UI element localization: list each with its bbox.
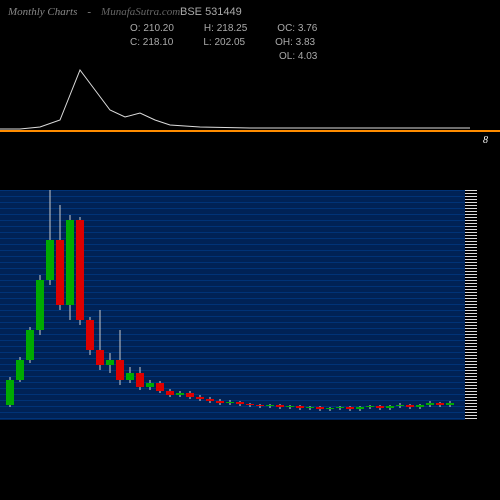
stat-low: L: 202.05 (203, 36, 245, 50)
candle (366, 190, 374, 420)
candle (26, 190, 34, 420)
candle (346, 190, 354, 420)
candle (326, 190, 334, 420)
candle (166, 190, 174, 420)
candlestick-chart (0, 190, 465, 420)
ticker-label: BSE 531449 (180, 6, 242, 18)
stat-oc: OC: 3.76 (277, 22, 317, 36)
candle (56, 190, 64, 420)
candle (316, 190, 324, 420)
stat-open: O: 210.20 (130, 22, 174, 36)
candle (446, 190, 454, 420)
candle (96, 190, 104, 420)
axis-line (0, 130, 500, 132)
candle (186, 190, 194, 420)
volume-line-chart (0, 55, 470, 130)
candle (136, 190, 144, 420)
candle (286, 190, 294, 420)
candle (46, 190, 54, 420)
axis-tick-label: 8 (483, 135, 488, 146)
candle (146, 190, 154, 420)
stat-high: H: 218.25 (204, 22, 247, 36)
candle (236, 190, 244, 420)
candle (116, 190, 124, 420)
candle (246, 190, 254, 420)
candle (296, 190, 304, 420)
candle (156, 190, 164, 420)
candle (196, 190, 204, 420)
candle (6, 190, 14, 420)
stat-close: C: 218.10 (130, 36, 173, 50)
candle (226, 190, 234, 420)
candle (376, 190, 384, 420)
price-axis (465, 190, 477, 420)
candle (36, 190, 44, 420)
candle (396, 190, 404, 420)
source-label: MunafaSutra.com (101, 6, 180, 18)
candle (406, 190, 414, 420)
candle (256, 190, 264, 420)
candle (266, 190, 274, 420)
candle (306, 190, 314, 420)
candle (66, 190, 74, 420)
header: Monthly Charts - MunafaSutra.com (0, 0, 500, 20)
candle (436, 190, 444, 420)
candle (386, 190, 394, 420)
candle (106, 190, 114, 420)
candle (276, 190, 284, 420)
candle (426, 190, 434, 420)
candle (336, 190, 344, 420)
candle (216, 190, 224, 420)
candle (126, 190, 134, 420)
stat-oh: OH: 3.83 (275, 36, 315, 50)
candle (16, 190, 24, 420)
chart-title: Monthly Charts (8, 6, 77, 18)
candle-container (0, 190, 465, 420)
candle (176, 190, 184, 420)
candle (76, 190, 84, 420)
candle (86, 190, 94, 420)
candle (356, 190, 364, 420)
sep: - (87, 6, 91, 18)
candle (416, 190, 424, 420)
candle (206, 190, 214, 420)
